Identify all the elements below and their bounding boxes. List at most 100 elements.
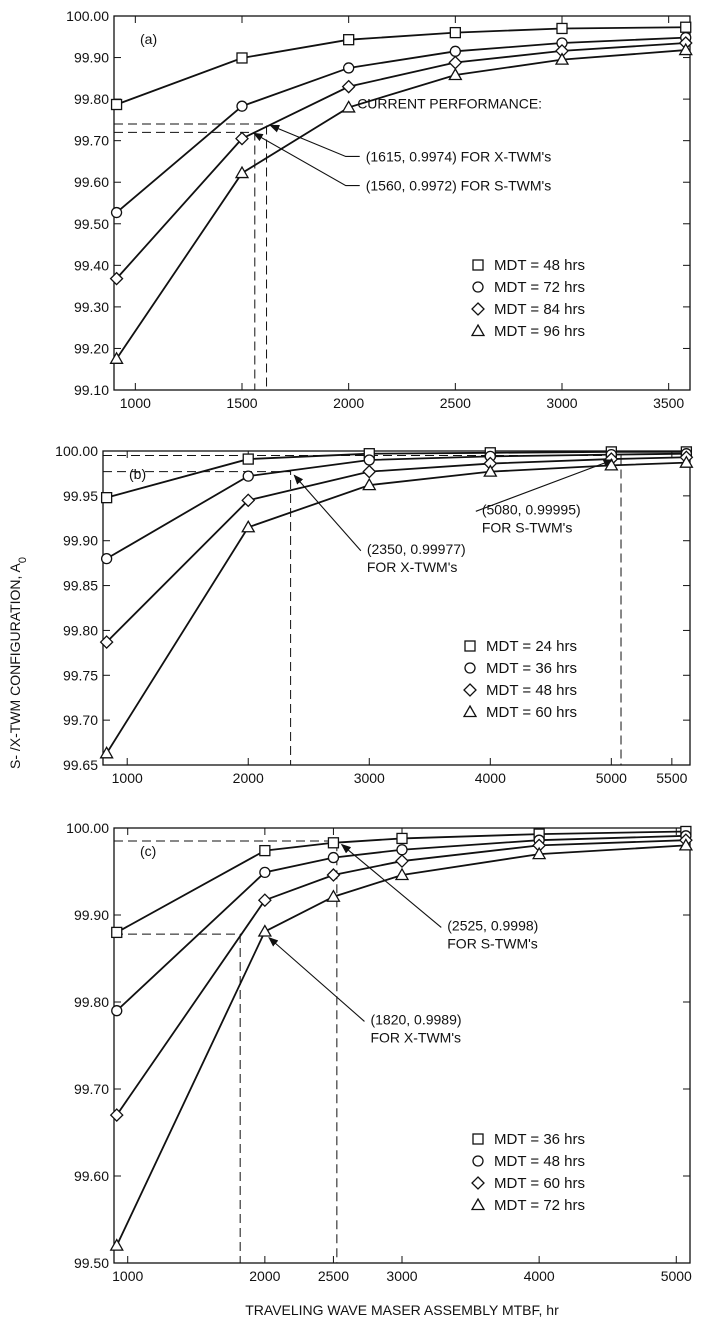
- x-tick-label: 1000: [120, 395, 151, 411]
- panel-label: (a): [140, 31, 157, 47]
- plot-frame: [102, 450, 691, 766]
- data-point: [327, 851, 340, 864]
- reference-line: [103, 471, 292, 765]
- legend-marker: [464, 662, 476, 674]
- annotation-text: FOR X-TWM's: [370, 1029, 461, 1045]
- legend-entry: MDT = 72 hrs: [494, 1197, 585, 1214]
- y-tick-label: 99.65: [63, 757, 98, 773]
- x-tick-label: 5000: [596, 770, 627, 786]
- plot-frame: [113, 827, 691, 1264]
- annotation-text: FOR S-TWM's: [447, 935, 538, 951]
- x-tick-label: 2500: [440, 395, 471, 411]
- chart-panel-3: 99.50 99.60 99.70 99.80 99.90 100.00 1000 2000 2…: [66, 820, 694, 1284]
- plot-frame: [113, 15, 691, 391]
- legend-entry: MDT = 84 hrs: [494, 301, 585, 318]
- y-tick-label: 99.90: [74, 907, 109, 923]
- series-line: [116, 830, 686, 934]
- x-tick-label: 3000: [386, 1268, 417, 1284]
- legend-marker: [463, 683, 477, 697]
- annotation-arrow: [340, 843, 442, 928]
- legend-marker: [464, 640, 476, 652]
- data-point: [678, 838, 694, 851]
- data-point: [110, 206, 123, 219]
- x-tick-label: 3500: [653, 395, 684, 411]
- data-point: [110, 98, 123, 111]
- data-point: [483, 464, 498, 477]
- y-tick-label: 99.80: [74, 994, 109, 1010]
- x-tick-label: 2500: [318, 1268, 349, 1284]
- annotation-text: (2525, 0.9998): [447, 917, 538, 933]
- legend-entry: MDT = 48 hrs: [494, 257, 585, 274]
- series-line: [106, 452, 687, 560]
- series-line: [116, 834, 686, 1012]
- legend-marker: [470, 1197, 486, 1211]
- data-point: [341, 79, 356, 94]
- annotation-text: FOR X-TWM's: [367, 559, 458, 575]
- data-point: [326, 889, 341, 902]
- legend-marker: [472, 1155, 484, 1167]
- reference-line: [114, 933, 241, 1263]
- y-tick-label: 99.50: [74, 216, 109, 232]
- y-tick-label: 100.00: [55, 443, 98, 459]
- series-line: [116, 839, 686, 1116]
- data-point: [99, 746, 114, 759]
- data-point: [235, 131, 249, 146]
- legend-entry: MDT = 60 hrs: [486, 704, 577, 721]
- y-tick-label: 99.90: [63, 533, 98, 549]
- data-point: [679, 455, 694, 468]
- x-tick-label: 2000: [249, 1268, 280, 1284]
- annotation-arrow: [268, 936, 365, 1022]
- legend-marker: [470, 323, 486, 337]
- x-tick-label: 2000: [233, 770, 264, 786]
- legend-marker: [471, 302, 485, 316]
- reference-line: [114, 131, 256, 390]
- data-point: [448, 67, 463, 81]
- legend-entry: MDT = 96 hrs: [494, 323, 585, 340]
- data-point: [257, 924, 272, 937]
- legend-entry: MDT = 48 hrs: [486, 682, 577, 699]
- data-point: [554, 52, 570, 65]
- y-tick-label: 99.60: [74, 1168, 109, 1184]
- series-line: [115, 844, 686, 1246]
- x-tick-label: 2000: [333, 395, 364, 411]
- x-tick-label: 1500: [226, 395, 257, 411]
- data-point: [449, 45, 461, 57]
- legend-marker: [472, 1133, 484, 1145]
- y-tick-label: 100.00: [66, 8, 109, 24]
- legend-marker: [471, 1176, 485, 1190]
- data-point: [448, 55, 463, 70]
- legend-entry: MDT = 72 hrs: [494, 279, 585, 296]
- series-line: [105, 461, 687, 754]
- y-tick-label: 99.30: [74, 299, 109, 315]
- annotation-arrow: [293, 474, 362, 552]
- y-tick-label: 100.00: [66, 820, 109, 836]
- data-point: [242, 453, 254, 465]
- series-line: [115, 49, 686, 360]
- x-tick-label: 1000: [112, 1268, 143, 1284]
- reference-line: [114, 840, 338, 1263]
- annotation-text: (1560, 0.9972) FOR S-TWM's: [366, 178, 552, 194]
- annotation-arrow: [252, 132, 360, 187]
- data-point: [257, 893, 272, 908]
- legend-marker: [472, 259, 484, 271]
- data-point: [396, 832, 408, 845]
- legend-entry: MDT = 36 hrs: [494, 1131, 585, 1148]
- series-line: [115, 42, 686, 280]
- data-point: [449, 26, 461, 39]
- y-tick-label: 99.70: [63, 712, 98, 728]
- data-point: [362, 464, 377, 479]
- data-point: [259, 866, 271, 879]
- data-point: [109, 1108, 124, 1123]
- reference-line: [103, 454, 622, 765]
- data-point: [556, 22, 568, 35]
- data-point: [111, 926, 123, 939]
- x-tick-label: 5500: [656, 770, 687, 786]
- y-tick-label: 99.10: [74, 382, 109, 398]
- data-point: [341, 100, 356, 113]
- series-line: [116, 26, 686, 106]
- x-tick-label: 3000: [546, 395, 577, 411]
- series-line: [106, 450, 687, 499]
- data-point: [241, 493, 256, 508]
- x-tick-label: 1000: [112, 770, 143, 786]
- annotation-text: (5080, 0.99995): [482, 501, 581, 517]
